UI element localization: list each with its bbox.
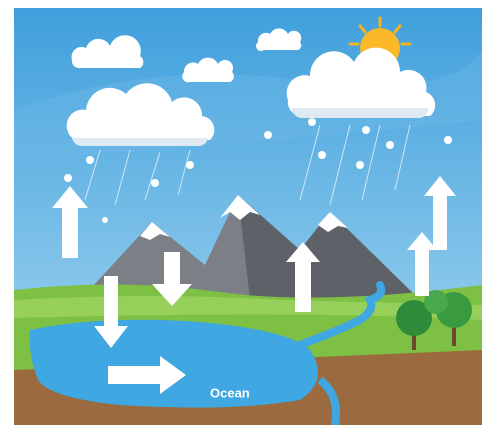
cloud-shadow [72, 138, 208, 146]
snowflake [151, 179, 159, 187]
snowflake [444, 136, 452, 144]
snowflake [362, 126, 370, 134]
ocean-label: Ocean [210, 385, 250, 400]
snowflake [356, 161, 364, 169]
snowflake [64, 174, 72, 182]
snowflake [102, 217, 108, 223]
snowflake [308, 118, 316, 126]
snowflake [264, 131, 272, 139]
page: {"labels": {"ocean": "Ocean"}} [0, 0, 496, 433]
scene: Ocean [14, 8, 482, 425]
snowflake [386, 141, 394, 149]
snowflake [86, 156, 94, 164]
water-cycle-illustration: Ocean [0, 0, 496, 433]
snowflake [186, 161, 194, 169]
snowflake [318, 151, 326, 159]
cloud-shadow [292, 108, 428, 118]
